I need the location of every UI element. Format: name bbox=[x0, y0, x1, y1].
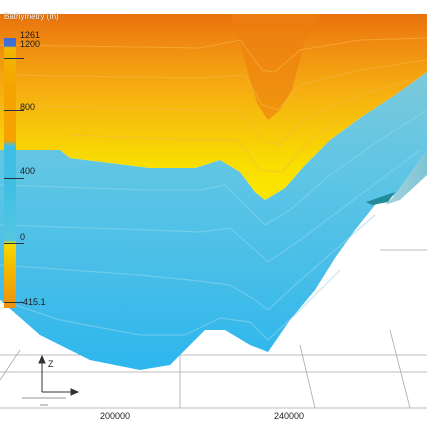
colorbar-gradient bbox=[4, 38, 16, 308]
deep-cyan-surface bbox=[0, 72, 427, 370]
grid-lines bbox=[0, 19, 427, 409]
colorbar-label: 1200 bbox=[20, 39, 41, 49]
colorbar-tick bbox=[4, 302, 24, 303]
shallow-warm-surface bbox=[0, 14, 427, 200]
colorbar-tick bbox=[4, 178, 24, 179]
right-side-face bbox=[385, 150, 427, 205]
colorbar-label: 0 bbox=[20, 232, 26, 242]
axis-triad bbox=[38, 354, 80, 396]
colorbar-label: 400 bbox=[20, 166, 36, 176]
colorbar-tick bbox=[4, 58, 24, 59]
colorbar-tick bbox=[4, 243, 24, 244]
central-ridge bbox=[230, 14, 320, 120]
colorbar-label: 800 bbox=[20, 102, 36, 112]
z-axis-label: Z bbox=[48, 359, 54, 369]
colorbar-max-label: 1261 bbox=[20, 30, 41, 40]
colorbar-min-label: -415.1 bbox=[20, 297, 46, 307]
x-tick-label: 240000 bbox=[274, 411, 305, 421]
x-tick-label: 200000 bbox=[100, 411, 131, 421]
warm-contour-lines bbox=[0, 37, 427, 173]
colorbar-title: Bathymetry (m) bbox=[4, 12, 59, 21]
cyan-contour-bands bbox=[0, 109, 427, 341]
dark-notch bbox=[366, 192, 395, 205]
colorbar-tick bbox=[4, 110, 24, 111]
